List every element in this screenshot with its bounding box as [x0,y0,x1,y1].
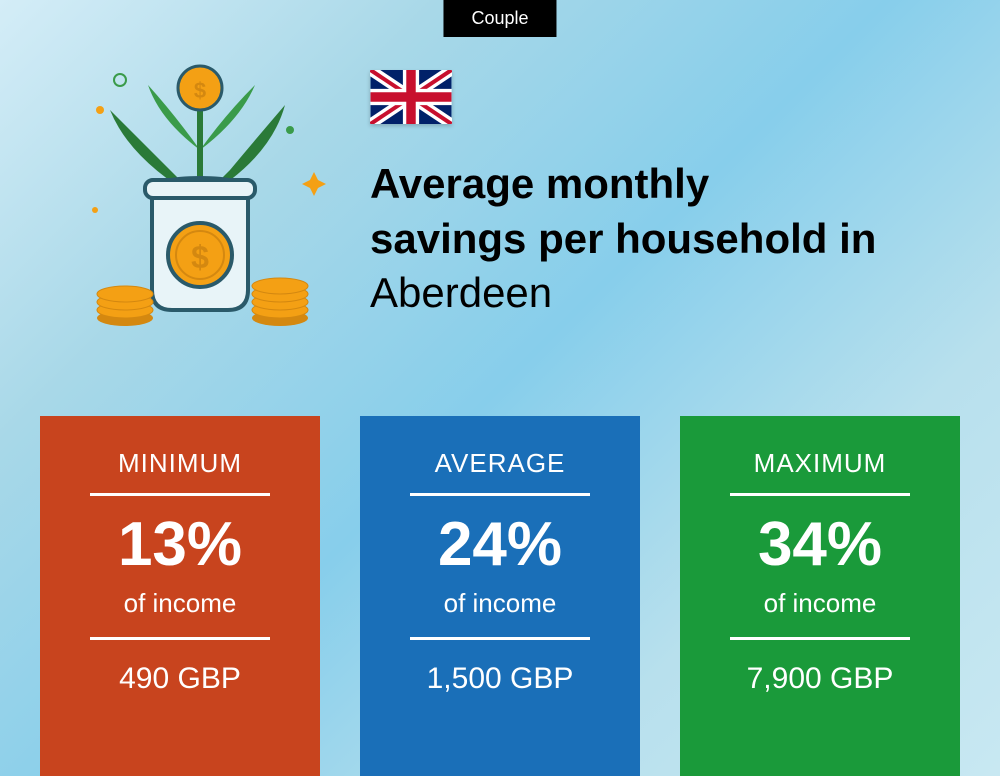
savings-illustration: $ $ [70,60,330,340]
svg-text:$: $ [191,239,209,275]
card-label: AVERAGE [435,448,566,479]
divider [90,493,270,496]
svg-text:$: $ [194,78,206,103]
card-percent: 34% [758,514,882,576]
title-line-2: savings per household in [370,212,876,267]
header-section: $ $ [70,60,960,340]
card-maximum: MAXIMUM 34% of income 7,900 GBP [680,416,960,776]
divider [730,493,910,496]
card-percent: 13% [118,514,242,576]
card-sublabel: of income [444,588,557,619]
card-amount: 7,900 GBP [747,662,894,696]
stat-cards-row: MINIMUM 13% of income 490 GBP AVERAGE 24… [40,416,960,776]
divider [410,637,590,640]
divider [730,637,910,640]
card-label: MAXIMUM [754,448,887,479]
uk-flag-icon [370,70,452,124]
card-sublabel: of income [124,588,237,619]
card-percent: 24% [438,514,562,576]
card-amount: 1,500 GBP [427,662,574,696]
title-city: Aberdeen [370,266,876,321]
divider [90,637,270,640]
card-minimum: MINIMUM 13% of income 490 GBP [40,416,320,776]
title-line-1: Average monthly [370,157,876,212]
card-label: MINIMUM [118,448,242,479]
divider [410,493,590,496]
card-average: AVERAGE 24% of income 1,500 GBP [360,416,640,776]
category-badge: Couple [443,0,556,37]
title-block: Average monthly savings per household in… [370,60,876,321]
card-amount: 490 GBP [119,662,241,696]
card-sublabel: of income [764,588,877,619]
